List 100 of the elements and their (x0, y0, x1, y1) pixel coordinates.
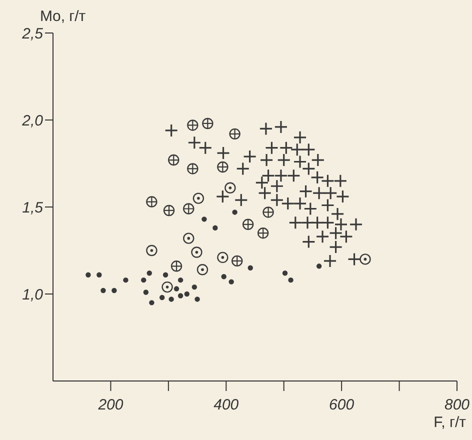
point (202, 216, 207, 222)
point (300, 216, 314, 230)
point (277, 153, 291, 167)
point (323, 254, 337, 268)
point (293, 196, 307, 210)
point (170, 260, 182, 272)
point (159, 294, 165, 300)
point (234, 193, 248, 207)
point (162, 272, 168, 278)
x-tick-label: 600 (329, 396, 355, 414)
x-tick-label: 800 (444, 396, 470, 414)
point (96, 272, 102, 278)
point (202, 118, 214, 130)
point (264, 141, 279, 155)
point (194, 296, 200, 302)
point (228, 279, 234, 284)
y-axis-title: Mo, г/т (40, 8, 86, 25)
point (310, 216, 324, 230)
point (302, 142, 316, 156)
point (178, 277, 184, 283)
point (329, 226, 343, 240)
y-tick-label: 2,5 (21, 25, 44, 42)
x-axis-title: F, г/т (434, 414, 466, 431)
point (229, 128, 240, 140)
point (334, 218, 348, 232)
point (191, 246, 202, 258)
point (217, 161, 228, 173)
point (270, 179, 284, 193)
point (339, 230, 353, 244)
point (288, 277, 294, 283)
point (149, 300, 154, 306)
point (216, 190, 230, 204)
point (329, 240, 343, 254)
point (302, 235, 316, 249)
point (320, 174, 335, 188)
point (100, 288, 106, 294)
point (183, 232, 194, 244)
point (196, 264, 208, 276)
point (281, 196, 295, 210)
point (232, 210, 238, 215)
point (324, 186, 338, 200)
point (320, 198, 335, 212)
point (221, 274, 226, 280)
point (320, 216, 335, 230)
point (286, 168, 300, 182)
x-tick-label: 400 (214, 396, 240, 414)
point (347, 252, 362, 266)
point (330, 207, 344, 221)
point (187, 163, 198, 174)
y-tick-label: 1,0 (22, 286, 44, 304)
point (146, 244, 158, 256)
point (288, 216, 302, 230)
point (232, 255, 243, 267)
x-tick-label: 200 (97, 396, 124, 414)
point (360, 254, 371, 265)
y-tick-label: 2,0 (21, 112, 44, 130)
point (146, 196, 158, 208)
point (123, 277, 128, 283)
point (257, 228, 269, 239)
point (336, 190, 350, 204)
point (290, 142, 304, 156)
point (312, 186, 326, 200)
point (258, 186, 272, 200)
point (236, 162, 250, 176)
point (86, 272, 91, 278)
point (217, 252, 228, 264)
point (178, 293, 184, 298)
point (262, 206, 274, 218)
point (184, 291, 190, 297)
point (261, 168, 276, 182)
point (334, 174, 348, 188)
point (212, 225, 218, 230)
point (260, 153, 274, 167)
point (164, 124, 178, 138)
point (255, 176, 269, 190)
point (192, 192, 204, 204)
point (243, 150, 257, 164)
point (224, 182, 236, 194)
point (242, 218, 254, 230)
point (293, 130, 307, 144)
point (298, 184, 313, 198)
point (216, 146, 230, 160)
point (311, 153, 325, 167)
point (316, 230, 330, 244)
point (143, 290, 149, 295)
point (174, 286, 180, 292)
point (304, 202, 318, 216)
y-tick-label: 1,5 (22, 199, 44, 216)
point (270, 193, 284, 207)
point (187, 120, 198, 131)
point (192, 284, 197, 290)
point (274, 168, 288, 182)
point (310, 170, 324, 184)
point (146, 270, 152, 276)
point (349, 218, 363, 232)
point (248, 265, 253, 270)
point (279, 141, 293, 155)
point (168, 154, 180, 166)
point (112, 288, 117, 294)
point (198, 141, 212, 155)
